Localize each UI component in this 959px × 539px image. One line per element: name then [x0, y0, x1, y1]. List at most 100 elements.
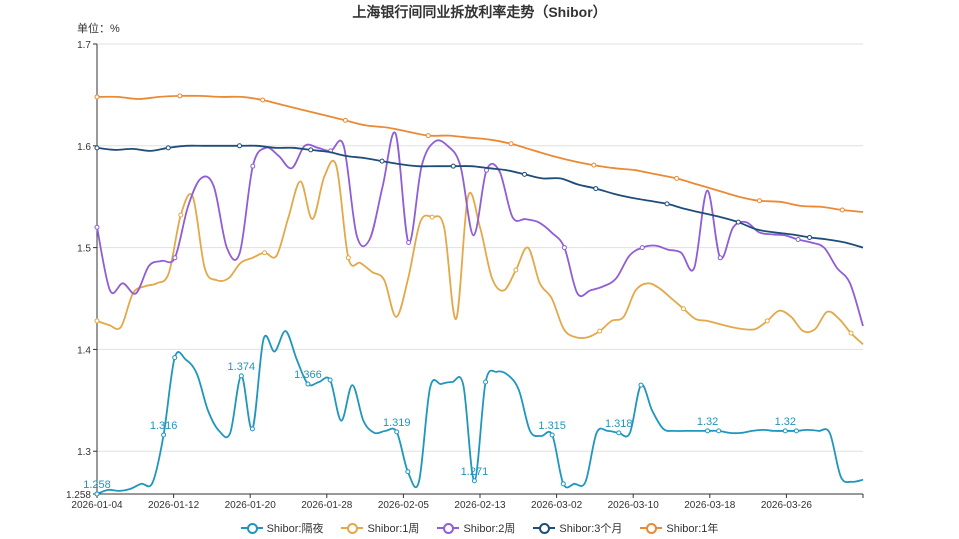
data-point	[94, 94, 100, 100]
data-point	[405, 469, 411, 475]
labelled-point	[94, 491, 100, 497]
data-point	[260, 97, 266, 103]
data-point	[716, 428, 722, 434]
data-point	[522, 171, 528, 177]
data-point	[429, 214, 435, 220]
legend-swatch	[437, 523, 460, 534]
data-labels: 1.258 1.316 1.374 1.366 1.319 1.271 1.315 1.318…	[83, 361, 796, 497]
data-point	[308, 147, 314, 153]
labelled-point	[394, 429, 400, 435]
legend-item[interactable]: Shibor:1年	[640, 520, 718, 536]
x-tick-label: 2026-01-28	[301, 500, 353, 511]
x-tick-label: 2026-03-02	[531, 500, 583, 511]
legend: Shibor:隔夜 Shibor:1周 Shibor:2周 Shibor:3个月 Shi…	[0, 520, 959, 536]
legend-label: Shibor:1年	[666, 523, 719, 535]
legend-swatch	[341, 523, 364, 534]
data-point	[379, 158, 385, 164]
data-point	[425, 133, 431, 139]
labelled-point	[471, 478, 477, 484]
data-point	[839, 207, 845, 213]
legend-label: Shibor:2周	[463, 523, 516, 535]
data-point	[94, 318, 100, 324]
legend-item[interactable]: Shibor:3个月	[533, 520, 622, 536]
legend-swatch	[533, 523, 556, 534]
legend-label: Shibor:隔夜	[266, 523, 324, 535]
data-point	[94, 145, 100, 151]
data-label: 1.32	[775, 416, 796, 428]
data-point	[177, 93, 183, 99]
data-point	[327, 377, 333, 383]
data-point	[450, 163, 456, 169]
data-point	[764, 318, 770, 324]
y-tick-label: 1.3	[77, 447, 91, 458]
data-point	[94, 224, 100, 230]
data-point	[172, 355, 178, 361]
data-point	[172, 255, 178, 261]
data-point	[560, 481, 566, 487]
x-tick-label: 2026-02-05	[378, 500, 430, 511]
data-point	[250, 163, 256, 169]
labelled-point	[238, 373, 244, 379]
data-label: 1.319	[383, 417, 411, 429]
data-point	[807, 234, 813, 240]
data-point	[165, 145, 171, 151]
data-point	[756, 198, 762, 204]
labelled-point	[549, 432, 555, 438]
data-point	[735, 219, 741, 225]
legend-item[interactable]: Shibor:1周	[341, 520, 419, 536]
series-line-1	[96, 159, 864, 345]
labelled-point	[616, 430, 622, 436]
x-tick-label: 2026-01-04	[71, 500, 123, 511]
data-label: 1.271	[461, 466, 489, 478]
data-point	[795, 236, 801, 242]
labelled-point	[161, 432, 167, 438]
data-label: 1.318	[605, 418, 633, 430]
chart-title: 上海银行间同业拆放利率走势（Shibor）	[352, 4, 607, 20]
data-point	[639, 245, 645, 251]
y-tick-label: 1.7	[77, 40, 91, 51]
data-label: 1.315	[538, 420, 566, 432]
data-point	[848, 330, 854, 336]
x-tick-label: 2026-03-26	[761, 500, 813, 511]
data-point	[262, 250, 268, 256]
data-point	[561, 245, 567, 251]
x-tick-label: 2026-01-12	[148, 500, 200, 511]
legend-label: Shibor:3个月	[559, 523, 623, 535]
y-tick-label: 1.6	[77, 142, 91, 153]
legend-item[interactable]: Shibor:隔夜	[240, 520, 324, 536]
y-tick-label: 1.258	[66, 490, 91, 501]
data-label: 1.316	[150, 420, 178, 432]
data-point	[638, 382, 644, 388]
legend-swatch	[240, 523, 263, 534]
data-point	[483, 379, 489, 385]
data-point	[664, 201, 670, 207]
data-point	[680, 306, 686, 312]
labelled-point	[782, 428, 788, 434]
data-label: 1.374	[228, 361, 256, 373]
labelled-point	[705, 428, 711, 434]
legend-item[interactable]: Shibor:2周	[437, 520, 515, 536]
series-line-4	[96, 94, 864, 213]
data-point	[342, 117, 348, 123]
data-label: 1.366	[294, 369, 322, 381]
series-line-2	[96, 131, 864, 327]
data-label: 1.32	[697, 416, 718, 428]
x-tick-label: 2026-01-20	[225, 500, 277, 511]
axes: 1.258 1.3 1.4 1.5 1.6 1.7 2026-01-04 2026-01-12…	[66, 40, 864, 511]
data-point	[345, 255, 351, 261]
series-lines	[94, 93, 864, 497]
data-point	[593, 186, 599, 192]
x-tick-label: 2026-02-13	[454, 500, 506, 511]
data-label: 1.258	[83, 479, 111, 491]
data-point	[591, 162, 597, 168]
data-point	[178, 212, 184, 218]
data-point	[508, 141, 514, 147]
data-point	[406, 240, 412, 246]
legend-swatch	[640, 523, 663, 534]
series-line-3	[96, 144, 864, 249]
x-tick-label: 2026-03-18	[684, 500, 736, 511]
y-tick-label: 1.4	[77, 345, 91, 356]
x-tick-label: 2026-03-10	[608, 500, 660, 511]
data-point	[793, 428, 799, 434]
